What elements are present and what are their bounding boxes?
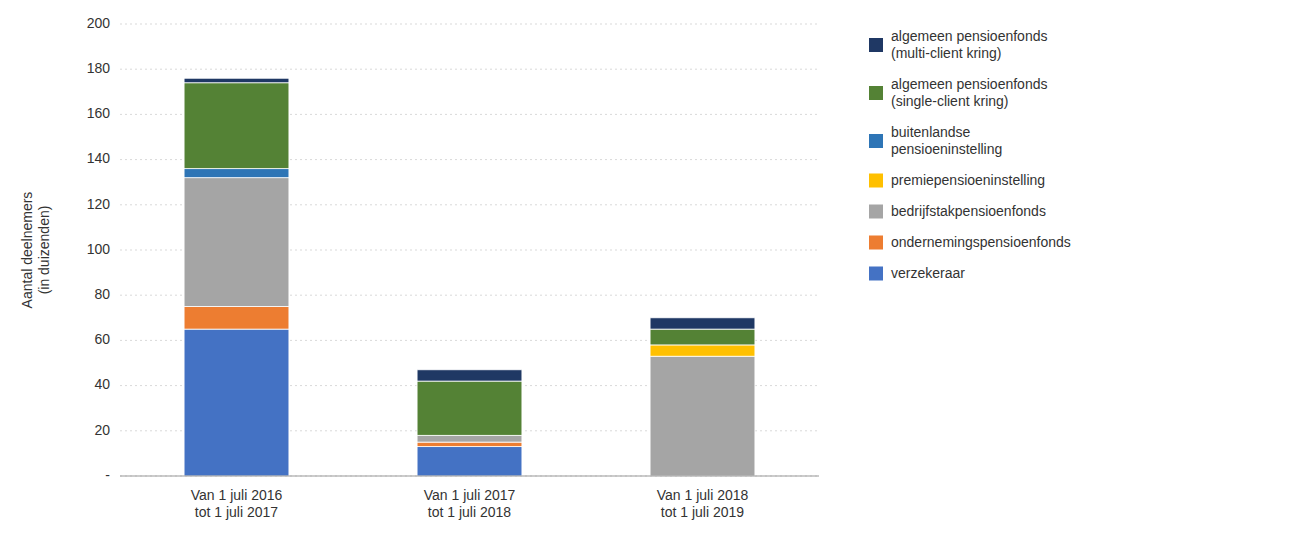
bars [184,78,755,476]
legend-swatch [869,38,883,52]
y-tick-label: 40 [94,376,110,392]
bar-segment [184,169,289,178]
grid-line [120,24,819,25]
y-axis: - 20 40 60 80 100 120 140 160 180 200 [87,15,111,483]
legend: algemeen pensioenfonds(multi-client krin… [869,27,1071,280]
x-tick-label: Van 1 juli 2018tot 1 juli 2019 [657,487,749,520]
legend-label: algemeen pensioenfonds(single-client kri… [891,75,1047,108]
grid [120,24,819,476]
bar-segment [184,83,289,169]
legend-swatch [869,236,883,250]
grid-line [120,69,819,70]
y-tick-label: 160 [87,105,111,121]
legend-label: buitenlandsepensioeninstelling [891,123,1002,156]
bar-segment [184,178,289,307]
bar-segment [417,435,522,442]
bar-segment [417,447,522,476]
legend-swatch [869,267,883,281]
bar-segment [184,78,289,83]
y-tick-label: 120 [87,196,111,212]
bar-segment [650,345,755,356]
bar-segment [650,318,755,329]
legend-label: ondernemingspensioenfonds [891,233,1071,249]
y-tick-label: 200 [87,15,111,31]
legend-swatch [869,205,883,219]
bar-segment [650,356,755,476]
y-tick-label: - [105,467,110,483]
legend-swatch [869,86,883,100]
bar-segment [184,307,289,330]
y-tick-label: 80 [94,286,110,302]
y-axis-label: Aantal deelnemers(in duizenden) [19,192,52,309]
bar-segment [184,329,289,476]
legend-label: algemeen pensioenfonds(multi-client krin… [891,27,1047,60]
y-tick-label: 20 [94,422,110,438]
y-tick-label: 140 [87,150,111,166]
bar-segment [417,370,522,381]
legend-label: verzekeraar [891,264,965,280]
legend-swatch [869,134,883,148]
bar-segment [650,329,755,345]
chart: - 20 40 60 80 100 120 140 160 180 200 Aantal deelne… [0,0,1299,554]
x-axis-line [120,476,819,477]
legend-label: bedrijfstakpensioenfonds [891,202,1046,218]
y-tick-label: 60 [94,331,110,347]
bar-segment [417,442,522,447]
legend-label: premiepensioeninstelling [891,171,1045,187]
x-axis: Van 1 juli 2016tot 1 juli 2017 Van 1 juli… [120,476,819,520]
x-tick-label: Van 1 juli 2016tot 1 juli 2017 [191,487,283,520]
y-tick-label: 180 [87,60,111,76]
legend-swatch [869,174,883,188]
grid-line [120,476,819,477]
x-tick-label: Van 1 juli 2017tot 1 juli 2018 [424,487,516,520]
bar-segment [417,381,522,435]
y-tick-label: 100 [87,241,111,257]
